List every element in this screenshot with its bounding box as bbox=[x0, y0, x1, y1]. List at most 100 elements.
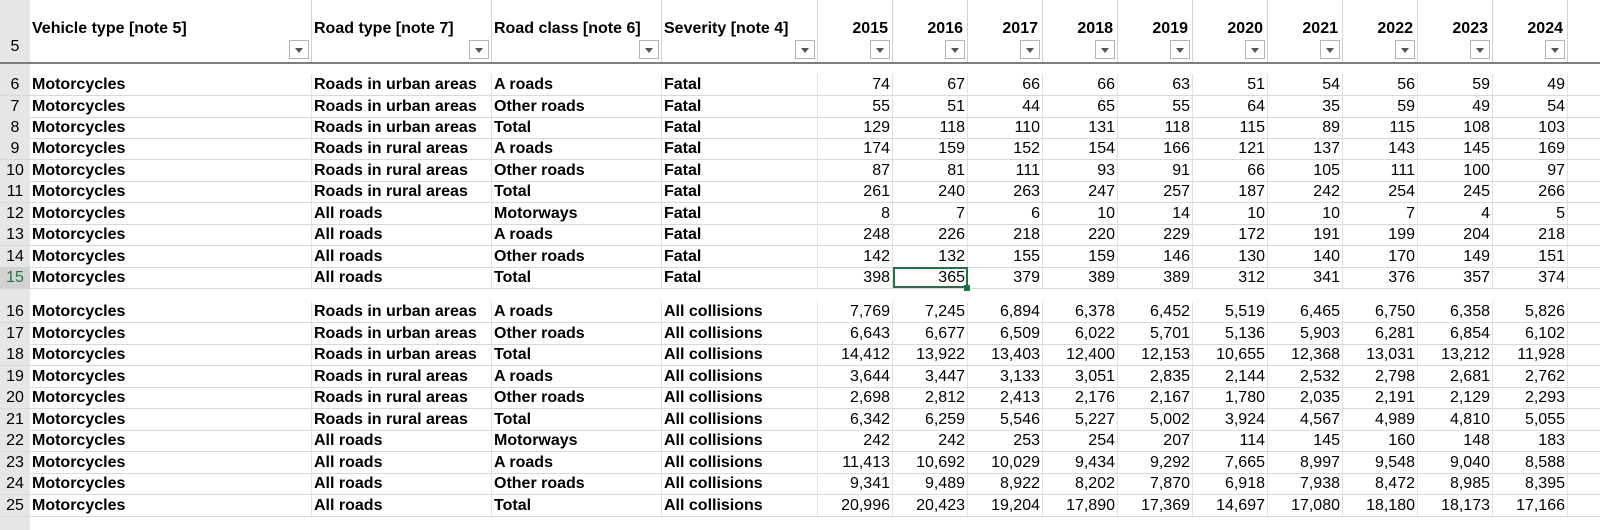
cell-year-2018[interactable]: 66 bbox=[1043, 74, 1118, 95]
cell-road-class[interactable]: Other roads bbox=[492, 246, 662, 267]
cell-year-2021[interactable]: 6,465 bbox=[1268, 301, 1343, 322]
filter-dropdown-icon[interactable] bbox=[945, 40, 965, 59]
cell-year-2018[interactable]: 389 bbox=[1043, 267, 1118, 288]
cell-vehicle-type[interactable]: Motorcycles bbox=[30, 160, 312, 181]
cell-year-2015[interactable]: 14,412 bbox=[818, 344, 893, 365]
cell-year-2020[interactable]: 64 bbox=[1193, 96, 1268, 117]
cell-year-2020[interactable]: 5,136 bbox=[1193, 323, 1268, 344]
cell-year-2024[interactable]: 103 bbox=[1493, 117, 1568, 138]
cell-severity[interactable]: All collisions bbox=[662, 344, 818, 365]
cell-year-2016[interactable]: 3,447 bbox=[893, 366, 968, 387]
cell-year-2023[interactable]: 145 bbox=[1418, 138, 1493, 159]
cell-year-2017[interactable]: 44 bbox=[968, 96, 1043, 117]
cell-severity[interactable]: All collisions bbox=[662, 366, 818, 387]
column-header-vehicle-type[interactable]: Vehicle type [note 5] bbox=[30, 0, 312, 62]
cell-road-class[interactable]: Total bbox=[492, 267, 662, 288]
cell-vehicle-type[interactable]: Motorcycles bbox=[30, 246, 312, 267]
column-header-year-2016[interactable]: 2016 bbox=[893, 0, 968, 62]
cell-year-2023[interactable]: 4 bbox=[1418, 203, 1493, 224]
cell-year-2023[interactable]: 8,985 bbox=[1418, 473, 1493, 494]
cell-road-class[interactable]: Other roads bbox=[492, 323, 662, 344]
cell-year-2021[interactable]: 191 bbox=[1268, 224, 1343, 245]
cell-year-2022[interactable]: 13,031 bbox=[1343, 344, 1418, 365]
cell-severity[interactable]: All collisions bbox=[662, 301, 818, 322]
cell-year-2016[interactable]: 132 bbox=[893, 246, 968, 267]
cell-year-2019[interactable]: 5,701 bbox=[1118, 323, 1193, 344]
cell-year-2021[interactable]: 140 bbox=[1268, 246, 1343, 267]
cell-year-2018[interactable]: 2,176 bbox=[1043, 387, 1118, 408]
cell-road-type[interactable]: Roads in rural areas bbox=[312, 409, 492, 430]
cell-year-2021[interactable]: 54 bbox=[1268, 74, 1343, 95]
column-header-year-2018[interactable]: 2018 bbox=[1043, 0, 1118, 62]
cell-vehicle-type[interactable]: Motorcycles bbox=[30, 224, 312, 245]
fill-handle[interactable] bbox=[964, 285, 970, 291]
cell-year-2019[interactable]: 229 bbox=[1118, 224, 1193, 245]
row-number[interactable]: 17 bbox=[0, 323, 30, 344]
row-number[interactable]: 5 bbox=[10, 38, 20, 55]
cell-year-2020[interactable]: 6,918 bbox=[1193, 473, 1268, 494]
cell-year-2018[interactable]: 6,378 bbox=[1043, 301, 1118, 322]
cell-year-2024[interactable]: 8,588 bbox=[1493, 452, 1568, 473]
cell-year-2020[interactable]: 114 bbox=[1193, 430, 1268, 451]
cell-year-2016[interactable]: 67 bbox=[893, 74, 968, 95]
cell-year-2024[interactable]: 2,293 bbox=[1493, 387, 1568, 408]
cell-year-2016[interactable]: 6,677 bbox=[893, 323, 968, 344]
cell-severity[interactable]: Fatal bbox=[662, 203, 818, 224]
cell-year-2015[interactable]: 2,698 bbox=[818, 387, 893, 408]
cell-year-2023[interactable]: 49 bbox=[1418, 96, 1493, 117]
cell-year-2020[interactable]: 3,924 bbox=[1193, 409, 1268, 430]
cell-road-class[interactable]: A roads bbox=[492, 224, 662, 245]
cell-road-class[interactable]: Total bbox=[492, 409, 662, 430]
cell-year-2020[interactable]: 7,665 bbox=[1193, 452, 1268, 473]
cell-year-2019[interactable]: 14 bbox=[1118, 203, 1193, 224]
cell-road-class[interactable]: Other roads bbox=[492, 387, 662, 408]
cell-year-2016[interactable]: 81 bbox=[893, 160, 968, 181]
cell-year-2015[interactable]: 11,413 bbox=[818, 452, 893, 473]
cell-year-2021[interactable]: 105 bbox=[1268, 160, 1343, 181]
filter-dropdown-icon[interactable] bbox=[1470, 40, 1490, 59]
cell-year-2021[interactable]: 89 bbox=[1268, 117, 1343, 138]
cell-road-type[interactable]: Roads in rural areas bbox=[312, 160, 492, 181]
row-number[interactable]: 18 bbox=[0, 344, 30, 365]
column-header-year-2019[interactable]: 2019 bbox=[1118, 0, 1193, 62]
cell-vehicle-type[interactable]: Motorcycles bbox=[30, 387, 312, 408]
cell-year-2022[interactable]: 115 bbox=[1343, 117, 1418, 138]
cell-severity[interactable]: All collisions bbox=[662, 409, 818, 430]
cell-vehicle-type[interactable]: Motorcycles bbox=[30, 344, 312, 365]
cell-road-class[interactable]: Motorways bbox=[492, 203, 662, 224]
cell-road-class[interactable]: A roads bbox=[492, 452, 662, 473]
cell-year-2022[interactable]: 170 bbox=[1343, 246, 1418, 267]
cell-road-type[interactable]: Roads in rural areas bbox=[312, 387, 492, 408]
cell-year-2016[interactable]: 118 bbox=[893, 117, 968, 138]
cell-year-2015[interactable]: 9,341 bbox=[818, 473, 893, 494]
cell-year-2020[interactable]: 10,655 bbox=[1193, 344, 1268, 365]
cell-vehicle-type[interactable]: Motorcycles bbox=[30, 96, 312, 117]
cell-year-2015[interactable]: 242 bbox=[818, 430, 893, 451]
cell-road-type[interactable]: All roads bbox=[312, 495, 492, 516]
cell-road-type[interactable]: All roads bbox=[312, 246, 492, 267]
cell-year-2019[interactable]: 118 bbox=[1118, 117, 1193, 138]
cell-year-2019[interactable]: 91 bbox=[1118, 160, 1193, 181]
cell-year-2023[interactable]: 2,681 bbox=[1418, 366, 1493, 387]
cell-year-2023[interactable]: 357 bbox=[1418, 267, 1493, 288]
cell-year-2022[interactable]: 59 bbox=[1343, 96, 1418, 117]
cell-year-2017[interactable]: 5,546 bbox=[968, 409, 1043, 430]
cell-road-type[interactable]: Roads in urban areas bbox=[312, 301, 492, 322]
row-number[interactable]: 7 bbox=[0, 96, 30, 117]
row-number[interactable]: 8 bbox=[0, 117, 30, 138]
cell-year-2018[interactable]: 12,400 bbox=[1043, 344, 1118, 365]
cell-year-2024[interactable]: 2,762 bbox=[1493, 366, 1568, 387]
cell-year-2019[interactable]: 55 bbox=[1118, 96, 1193, 117]
cell-year-2016[interactable]: 240 bbox=[893, 181, 968, 202]
cell-vehicle-type[interactable]: Motorcycles bbox=[30, 430, 312, 451]
row-number[interactable]: 25 bbox=[0, 495, 30, 516]
cell-vehicle-type[interactable]: Motorcycles bbox=[30, 495, 312, 516]
cell-year-2020[interactable]: 130 bbox=[1193, 246, 1268, 267]
filter-dropdown-icon[interactable] bbox=[289, 40, 309, 59]
cell-severity[interactable]: Fatal bbox=[662, 96, 818, 117]
cell-year-2023[interactable]: 9,040 bbox=[1418, 452, 1493, 473]
column-header-year-2020[interactable]: 2020 bbox=[1193, 0, 1268, 62]
cell-vehicle-type[interactable]: Motorcycles bbox=[30, 138, 312, 159]
cell-year-2020[interactable]: 10 bbox=[1193, 203, 1268, 224]
cell-severity[interactable]: All collisions bbox=[662, 430, 818, 451]
